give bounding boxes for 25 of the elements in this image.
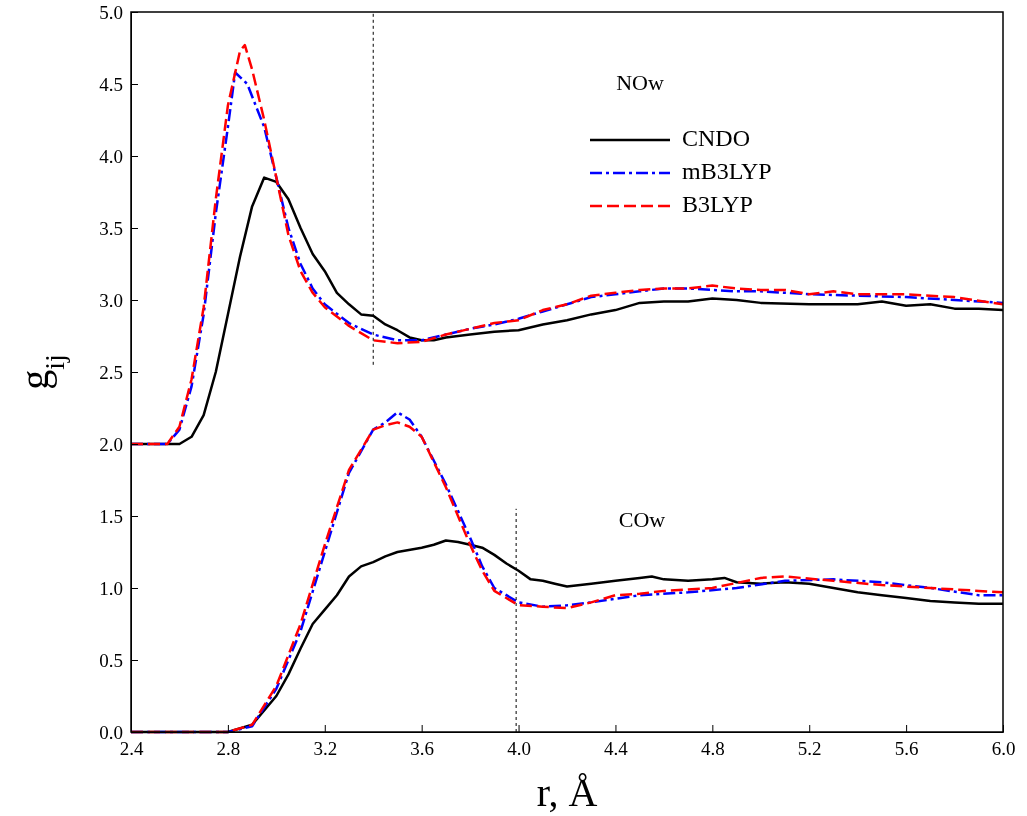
y-tick-label: 1.0 [99, 577, 123, 599]
legend-label: mB3LYP [682, 157, 772, 184]
x-tick-label: 4.8 [700, 738, 725, 760]
annotation: NOw [616, 70, 664, 96]
x-axis-title: r, Å [536, 770, 598, 815]
y-tick-label: 2.0 [99, 433, 123, 455]
annotation: COw [618, 507, 666, 533]
legend-label: B3LYP [682, 190, 753, 217]
x-tick-label: 4.4 [604, 738, 629, 760]
x-tick-label: 3.6 [410, 738, 435, 760]
y-tick-label: 2.5 [99, 361, 123, 383]
y-tick-label: 0.5 [99, 649, 123, 671]
x-tick-label: 5.6 [894, 738, 919, 760]
x-tick-label: 4.0 [507, 738, 531, 760]
y-tick-label: 4.0 [99, 145, 123, 167]
x-tick-label: 3.2 [313, 738, 338, 760]
x-tick-label: 5.2 [797, 738, 822, 760]
y-tick-label: 5.0 [99, 1, 123, 23]
y-tick-label: 4.5 [99, 73, 123, 95]
legend-label: CNDO [682, 124, 751, 151]
y-tick-label: 3.5 [99, 217, 123, 239]
x-tick-label: 2.8 [216, 738, 241, 760]
x-tick-label: 6.0 [991, 738, 1016, 760]
y-tick-label: 3.0 [99, 289, 123, 311]
y-tick-label: 1.5 [99, 505, 123, 527]
